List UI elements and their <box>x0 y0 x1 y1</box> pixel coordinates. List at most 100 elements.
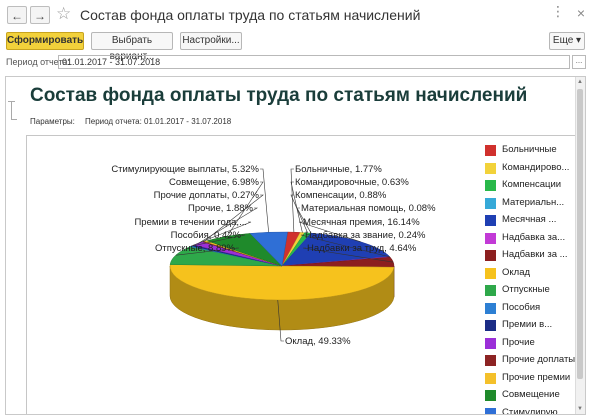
period-label: Период отчета: <box>6 57 70 67</box>
title-bar: ← → ☆ Состав фонда оплаты труда по стать… <box>0 0 591 30</box>
scroll-up-icon[interactable]: ▲ <box>577 79 583 85</box>
chart-frame: Больничные, 1.77% Командировочные, 0.63% К… <box>26 135 579 415</box>
slice-label-0: Больничные, 1.77% <box>295 164 382 175</box>
legend-item: Месячная ... <box>482 212 578 228</box>
legend-item: Командирово... <box>482 160 578 176</box>
window-title: Состав фонда оплаты труда по статьям нач… <box>80 7 421 23</box>
legend-item: Совмещение <box>482 387 578 403</box>
slice-label-leader-9 <box>190 234 246 247</box>
slice-label-leader-7 <box>277 299 284 342</box>
pie-slice-15[interactable] <box>249 231 288 267</box>
slice-label-leader-5 <box>300 234 391 258</box>
legend-item: Надбавка за... <box>482 230 578 246</box>
legend-swatch <box>485 267 496 279</box>
scroll-down-icon[interactable]: ▼ <box>577 406 583 412</box>
slice-label-leader-4 <box>298 221 361 243</box>
legend-swatch <box>485 372 496 384</box>
vertical-scrollbar[interactable]: ▲ ▼ <box>575 77 585 414</box>
legend-label: Компенсации <box>502 179 562 190</box>
slice-label-5: Надбавка за звание, 0.24% <box>305 230 426 241</box>
slice-label-3: Материальная помощь, 0.08% <box>301 203 436 214</box>
legend-item: Премии в... <box>482 317 578 333</box>
legend-label: Стимулирую... <box>502 406 566 415</box>
period-row: Период отчета: 01.01.2017 - 31.07.2018 .… <box>0 55 591 71</box>
slice-label-leader-12 <box>203 194 264 242</box>
period-input[interactable]: 01.01.2017 - 31.07.2018 <box>58 55 570 69</box>
legend-swatch <box>485 285 496 296</box>
legend-swatch <box>485 355 496 366</box>
slice-label-14: Совмещение, 6.98% <box>169 177 259 188</box>
legend-swatch <box>485 320 496 331</box>
legend-item: Отпускные <box>482 282 578 298</box>
scroll-thumb[interactable] <box>577 89 583 379</box>
legend-swatch <box>485 302 496 314</box>
legend-label: Оклад <box>502 266 531 278</box>
more-button[interactable]: Еще ▾ <box>549 32 585 50</box>
more-menu-icon[interactable]: ⋮ <box>551 3 565 19</box>
legend-swatch <box>485 215 496 226</box>
legend-item: Оклад <box>482 265 578 281</box>
favorite-star-icon[interactable]: ☆ <box>56 4 72 23</box>
slice-label-6: Надбавки за труд, 4.64% <box>307 243 417 254</box>
legend-item: Пособия <box>482 300 578 316</box>
period-picker-button[interactable]: ... <box>572 55 586 69</box>
settings-button[interactable]: Настройки... <box>180 32 242 50</box>
legend-label: Премии в... <box>502 319 553 330</box>
report-title: Состав фонда оплаты труда по статьям нач… <box>30 85 528 106</box>
legend-label: Пособия <box>502 301 541 313</box>
slice-label-7: Оклад, 49.33% <box>285 336 351 347</box>
legend-swatch <box>485 180 496 191</box>
slice-label-leader-6 <box>302 247 394 263</box>
legend-item: Прочие премии <box>482 370 578 386</box>
slice-label-11: Прочие, 1.88% <box>188 203 253 214</box>
params-label: Параметры: <box>30 117 75 126</box>
close-icon[interactable]: × <box>576 5 585 21</box>
legend-swatch <box>485 407 496 414</box>
legend-label: Прочие премии <box>502 371 571 383</box>
legend-swatch <box>485 337 496 349</box>
legend-label: Надбавка за... <box>502 231 566 243</box>
slice-label-leader-14 <box>226 181 264 237</box>
legend-label: Совмещение <box>502 389 560 400</box>
legend-label: Больничные <box>502 144 557 155</box>
legend-item: Больничные <box>482 142 578 158</box>
pie-chart: Больничные, 1.77% Командировочные, 0.63% К… <box>111 164 436 347</box>
legend-item: Компенсации <box>482 177 578 193</box>
legend-label: Отпускные <box>502 284 550 295</box>
legend-swatch <box>485 232 496 244</box>
params-value: Период отчета: 01.01.2017 - 31.07.2018 <box>85 117 232 126</box>
legend-item: Материальн... <box>482 195 578 211</box>
legend-swatch <box>485 250 496 261</box>
group-bracket-end <box>11 119 17 120</box>
legend-item: Стимулирую... <box>482 405 578 415</box>
slice-label-1: Командировочные, 0.63% <box>295 177 409 188</box>
slice-label-leader-0 <box>290 168 295 233</box>
group-bracket-line[interactable] <box>11 101 12 119</box>
forward-button[interactable]: → <box>30 6 50 24</box>
slice-label-2: Компенсации, 0.88% <box>295 190 387 201</box>
legend-label: Материальн... <box>502 196 565 208</box>
slice-label-10: Премии в течении года,... <box>134 217 247 228</box>
slice-label-9: Пособия, 0.42% <box>171 230 242 241</box>
legend-label: Командирово... <box>502 161 570 173</box>
slice-label-leader-2 <box>290 194 308 234</box>
legend-label: Прочие <box>502 336 535 348</box>
slice-label-15: Стимулирующие выплаты, 5.32% <box>111 164 259 175</box>
slice-label-leader-10 <box>192 221 252 246</box>
choose-variant-button[interactable]: Выбрать вариант... <box>91 32 173 62</box>
legend-swatch <box>485 390 496 401</box>
report-area: Состав фонда оплаты труда по статьям нач… <box>5 76 586 415</box>
legend-label: Надбавки за ... <box>502 249 568 260</box>
slice-label-leader-11 <box>198 207 259 244</box>
slice-label-leader-3 <box>296 207 312 234</box>
slice-label-12: Прочие доплаты, 0.27% <box>154 190 260 201</box>
legend-swatch <box>485 162 496 174</box>
slice-label-4: Месячная премия, 16.14% <box>303 217 420 228</box>
legend-swatch <box>485 145 496 156</box>
legend-item: Прочие <box>482 335 578 351</box>
legend-label: Месячная ... <box>502 214 557 225</box>
slice-label-leader-1 <box>290 181 303 233</box>
generate-button[interactable]: Сформировать <box>6 32 84 50</box>
toolbar: Сформировать Выбрать вариант... Настройк… <box>0 32 591 62</box>
back-button[interactable]: ← <box>7 6 27 24</box>
